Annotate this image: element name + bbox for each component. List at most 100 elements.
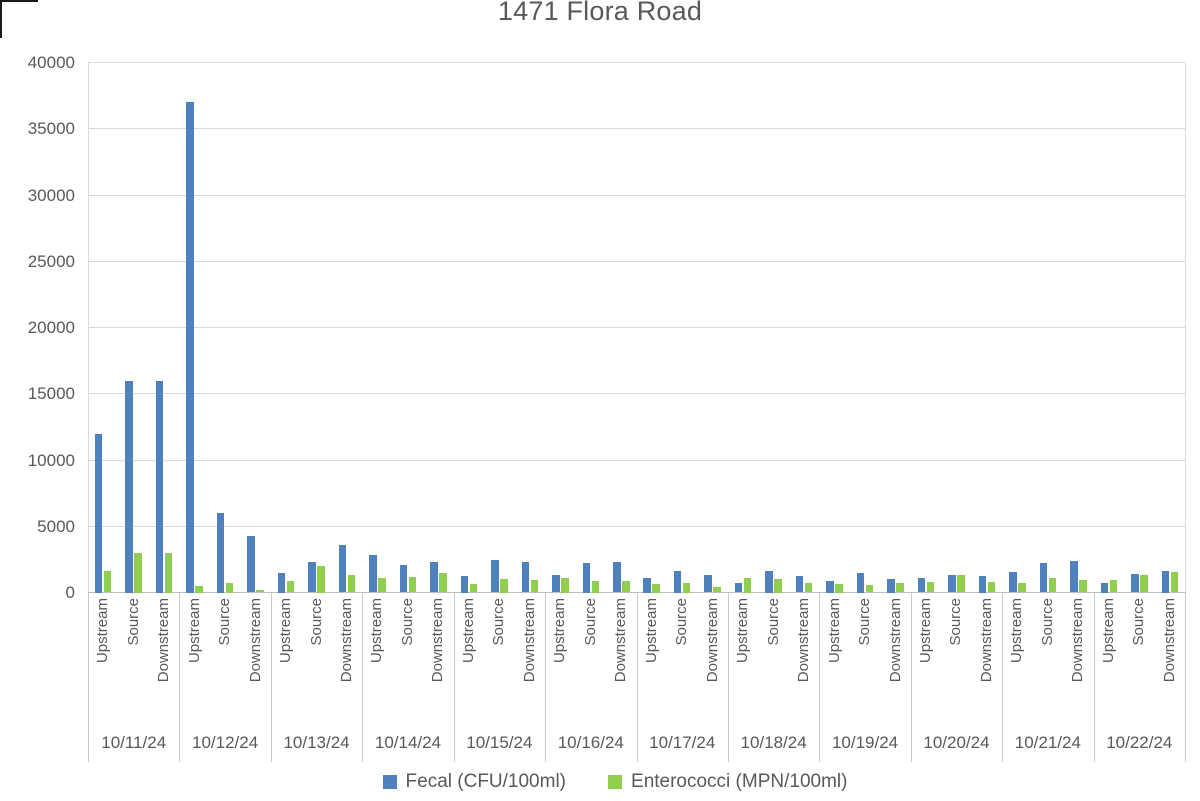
axis-group-separator xyxy=(636,592,638,762)
bar-entero xyxy=(713,586,721,593)
category-label: Source xyxy=(398,598,416,646)
bar-entero xyxy=(561,577,569,593)
category-label: Source xyxy=(673,598,691,646)
bar-entero xyxy=(134,552,142,593)
bar-fecal xyxy=(917,577,926,593)
bar-entero xyxy=(1170,571,1178,593)
bar-fecal xyxy=(460,575,469,593)
chart-title: 1471 Flora Road xyxy=(497,0,703,26)
bar-fecal xyxy=(826,580,834,593)
gridline xyxy=(88,260,1185,262)
bar-fecal xyxy=(338,544,347,593)
bar-fecal xyxy=(308,562,316,593)
screen-edge-artifact-top xyxy=(0,0,38,2)
category-label: Source xyxy=(216,598,234,646)
category-label: Upstream xyxy=(1099,598,1117,664)
axis-group-separator xyxy=(270,592,272,762)
bar-fecal xyxy=(613,562,621,593)
category-label: Downstream xyxy=(703,598,721,683)
category-label: Upstream xyxy=(185,598,203,664)
date-label: 10/18/24 xyxy=(740,733,807,752)
bar-entero xyxy=(1109,580,1118,593)
gridline xyxy=(88,128,1185,130)
bar-entero xyxy=(835,584,843,593)
legend-swatch-entero xyxy=(608,775,623,789)
category-label: Source xyxy=(490,598,508,646)
category-label: Downstream xyxy=(338,598,355,683)
legend-swatch-fecal xyxy=(382,775,397,789)
y-axis-tick-label: 5000 xyxy=(37,516,75,536)
category-label: Upstream xyxy=(642,598,660,664)
bar-entero xyxy=(164,552,173,593)
bar-fecal xyxy=(856,572,865,593)
date-label: 10/16/24 xyxy=(557,733,624,752)
category-label: Source xyxy=(947,598,965,646)
bar-entero xyxy=(317,566,325,593)
bar-fecal xyxy=(155,380,164,593)
date-label: 10/22/24 xyxy=(1106,733,1173,752)
bar-fecal xyxy=(399,564,408,593)
category-label: Source xyxy=(124,598,142,646)
bar-fecal xyxy=(948,575,956,593)
y-axis-tick-label: 15000 xyxy=(27,384,75,404)
gridline xyxy=(88,327,1185,328)
axis-group-separator xyxy=(453,592,455,762)
category-label: Source xyxy=(307,598,325,646)
date-label: 10/13/24 xyxy=(283,733,350,752)
legend-item-entero: Enterococci (MPN/100ml) xyxy=(608,771,847,793)
gridline xyxy=(88,393,1185,395)
bar-entero xyxy=(1048,577,1057,593)
bar-fecal xyxy=(521,562,530,593)
axis-group-separator xyxy=(1185,592,1186,762)
category-label: Downstream xyxy=(1160,598,1178,683)
category-label: Upstream xyxy=(94,598,112,664)
category-label: Downstream xyxy=(429,598,447,683)
bar-fecal xyxy=(734,582,743,593)
bar-fecal xyxy=(704,575,712,593)
bar-fecal xyxy=(1131,573,1139,593)
category-label: Downstream xyxy=(977,598,995,683)
bar-fecal xyxy=(582,562,591,593)
bar-entero xyxy=(865,584,874,593)
bar-fecal xyxy=(369,554,377,593)
y-axis-tick-label: 0 xyxy=(65,583,75,602)
bar-fecal xyxy=(491,560,499,593)
bar-entero xyxy=(682,582,691,593)
bar-fecal xyxy=(216,513,225,593)
y-axis-tick-label: 30000 xyxy=(27,185,75,205)
category-label: Downstream xyxy=(520,598,538,683)
bar-entero xyxy=(347,574,356,593)
legend-label-fecal: Fecal (CFU/100ml) xyxy=(405,771,567,792)
axis-group-separator xyxy=(910,592,912,762)
y-axis-tick-label: 10000 xyxy=(27,450,75,470)
y-axis-tick-label: 40000 xyxy=(27,53,75,72)
bar-entero xyxy=(103,571,112,593)
bar-entero xyxy=(652,584,660,593)
gridline xyxy=(88,194,1185,196)
bar-entero xyxy=(530,580,539,593)
date-label: 10/17/24 xyxy=(649,733,716,752)
bar-fecal xyxy=(1009,571,1017,593)
axis-group-separator xyxy=(819,592,821,762)
bar-fecal xyxy=(430,562,438,593)
category-label: Source xyxy=(764,598,782,646)
bar-fecal xyxy=(125,380,133,593)
category-label: Downstream xyxy=(886,598,904,683)
category-label: Upstream xyxy=(916,598,934,664)
bar-entero xyxy=(439,573,447,593)
bar-entero xyxy=(408,577,417,593)
axis-group-separator xyxy=(1002,592,1004,762)
date-label: 10/19/24 xyxy=(831,733,899,752)
bar-fecal xyxy=(247,535,255,593)
bar-fecal xyxy=(978,575,987,593)
axis-group-separator xyxy=(88,592,89,762)
plot-border-left xyxy=(88,62,89,593)
category-label: Source xyxy=(1130,598,1148,646)
bar-fecal xyxy=(1070,561,1078,593)
bar-entero xyxy=(469,583,478,593)
category-label: Source xyxy=(856,598,874,646)
category-label: Upstream xyxy=(368,598,386,664)
axis-group-separator xyxy=(1093,592,1095,762)
bar-entero xyxy=(622,580,630,593)
